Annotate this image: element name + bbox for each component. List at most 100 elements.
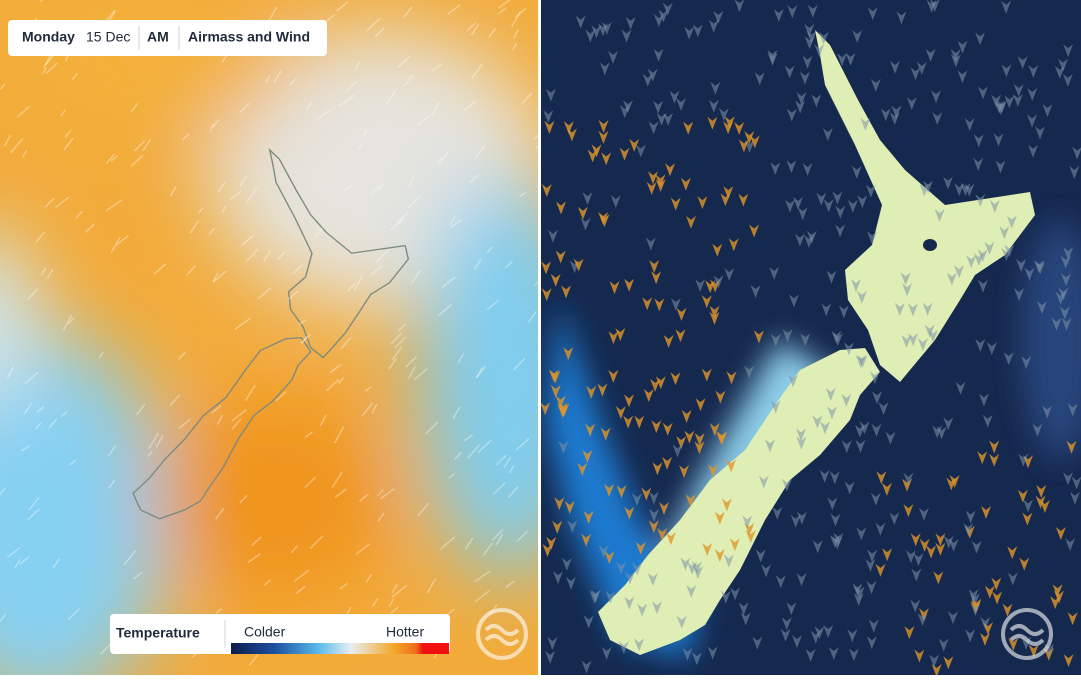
wind-streak (7, 366, 15, 379)
wind-arrow (979, 632, 990, 646)
wind-streak (234, 317, 251, 330)
wind-arrow (1017, 489, 1028, 503)
wind-streak (364, 386, 372, 392)
wind-arrow (855, 439, 866, 453)
wind-arrow (823, 625, 834, 639)
wind-arrow (616, 561, 627, 575)
wind-streak (417, 115, 430, 126)
wind-arrow (975, 32, 986, 46)
wind-arrow (795, 428, 806, 442)
wind-arrow (977, 86, 988, 100)
wind-arrow (823, 199, 834, 213)
wind-arrow (1063, 44, 1074, 58)
wind-arrow (566, 128, 577, 142)
wind-arrow (555, 250, 566, 264)
wind-streak (442, 276, 456, 288)
wind-arrow (832, 333, 843, 347)
wind-arrow (600, 427, 611, 441)
wind-arrow (552, 571, 563, 585)
layer[interactable]: Airmass and Wind (188, 29, 310, 45)
wind-arrow (905, 550, 916, 564)
wind-arrow (545, 88, 556, 102)
wind-streak (304, 431, 313, 439)
wind-streak (264, 579, 272, 586)
wind-arrow (641, 487, 652, 501)
wind-arrow (827, 497, 838, 511)
wind-arrow (991, 94, 1002, 108)
wind-streak (469, 174, 479, 184)
wind-streak (209, 123, 215, 133)
wind-streak (43, 55, 51, 69)
wind-streak (359, 493, 369, 502)
wind-arrow (724, 116, 735, 130)
wind-arrow (615, 406, 626, 420)
wind-arrow (726, 371, 737, 385)
wind-streak (533, 281, 538, 287)
wind-arrow (890, 60, 901, 74)
wind-arrow (989, 453, 1000, 467)
wind-arrow (709, 305, 720, 319)
wind-streak (457, 353, 464, 364)
wind-arrow (847, 199, 858, 213)
wind-arrow (932, 112, 943, 126)
wind-arrow (625, 16, 636, 30)
wind-arrow (781, 478, 792, 492)
wind-streak (388, 598, 394, 608)
wind-arrow (541, 288, 552, 302)
wind-arrow (950, 49, 961, 63)
wind-arrow (829, 471, 840, 485)
wind-arrow (561, 285, 572, 299)
wind-arrow (875, 563, 886, 577)
wind-arrow (827, 406, 838, 420)
wind-arrow (986, 342, 997, 356)
wind-arrow (663, 112, 674, 126)
wind-arrow (1027, 114, 1038, 128)
wind-arrow (654, 298, 665, 312)
wind-arrow (764, 439, 775, 453)
wind-streak (22, 150, 28, 158)
wind-streak (403, 73, 414, 88)
wind-arrow (908, 333, 919, 347)
wind-arrow (931, 90, 942, 104)
wind-arrow (728, 238, 739, 252)
wind-streak (408, 366, 416, 380)
wind-streak (515, 7, 527, 18)
wind-streak (298, 319, 306, 326)
wind-streak (366, 17, 381, 32)
wind-arrow (1004, 244, 1015, 258)
wind-arrow (943, 535, 954, 549)
wind-arrow (577, 462, 588, 476)
wind-arrow (541, 402, 551, 416)
divider (538, 0, 541, 675)
wind-arrow (867, 7, 878, 21)
wind-map (541, 0, 1081, 675)
wind-streak (508, 465, 515, 474)
wind-arrow (1018, 453, 1029, 467)
wind-streak (467, 22, 476, 31)
wind-streak (45, 197, 55, 208)
wind-arrow (604, 551, 615, 565)
wind-arrow (550, 273, 561, 287)
wind-arrow (695, 279, 706, 293)
wind-arrow (1058, 58, 1069, 72)
wind-streak (497, 7, 507, 15)
wind-streak (314, 227, 323, 238)
wind-arrow (598, 544, 609, 558)
wind-streak (535, 145, 538, 150)
wind-streak (52, 558, 60, 568)
wind-arrow (1067, 612, 1078, 626)
wind-streak (19, 556, 30, 565)
wind-arrow (742, 515, 753, 529)
wind-arrow (694, 433, 705, 447)
wind-arrow (968, 589, 979, 603)
wind-arrow (954, 265, 965, 279)
wind-arrow (793, 196, 804, 210)
wind-arrow (917, 338, 928, 352)
wind-arrow (692, 565, 703, 579)
wind-arrow (754, 72, 765, 86)
wind-arrow (1013, 83, 1024, 97)
wind-streak (27, 288, 39, 300)
wind-arrow (695, 398, 706, 412)
wind-arrow (702, 543, 713, 557)
wind-streak (471, 63, 483, 79)
